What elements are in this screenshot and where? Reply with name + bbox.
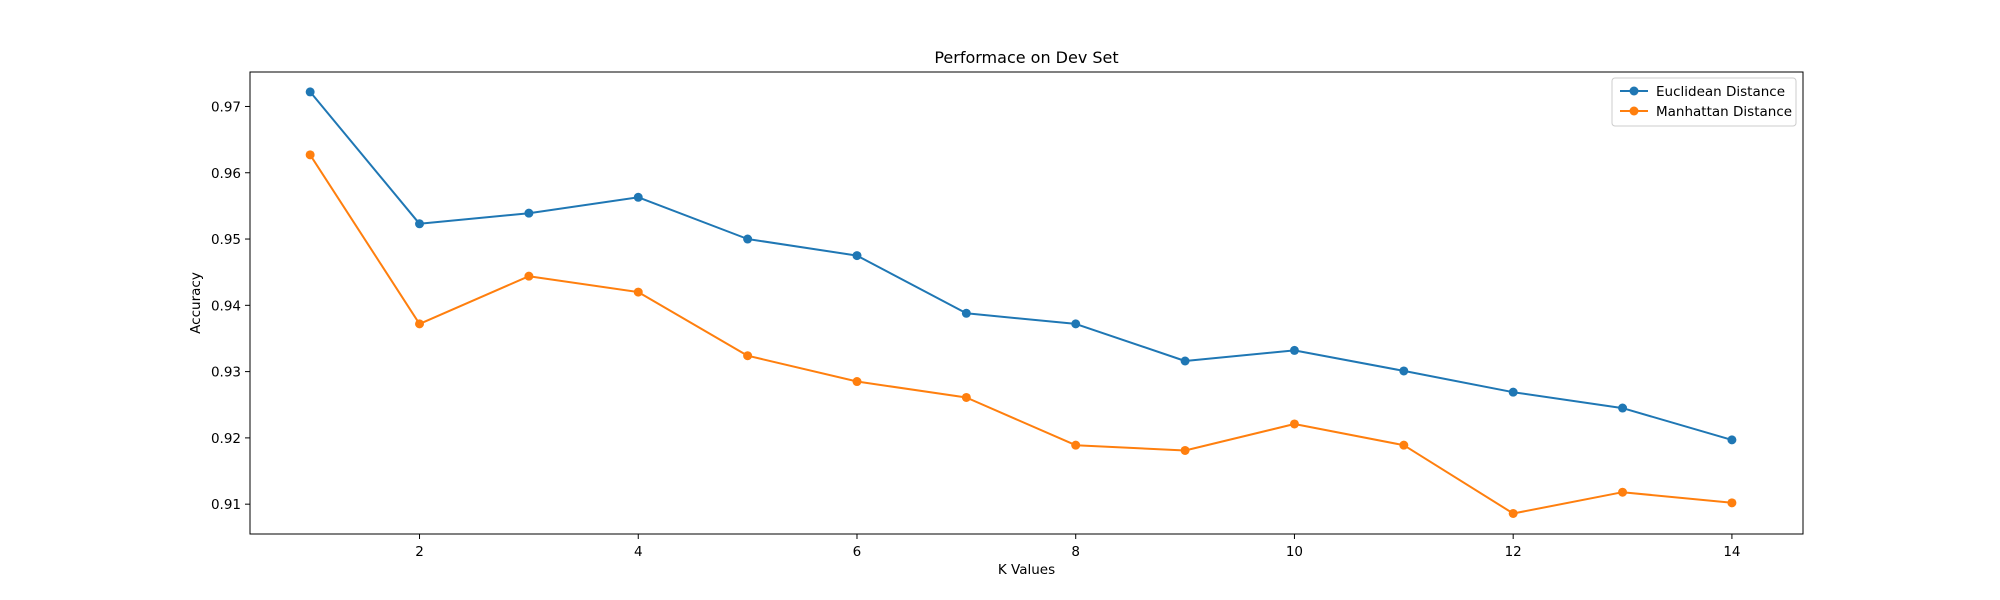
- x-tick-label: 8: [1071, 544, 1080, 560]
- y-tick-label: 0.91: [211, 497, 241, 513]
- data-point-manhattan-distance: [524, 271, 534, 281]
- legend-label: Euclidean Distance: [1656, 84, 1785, 100]
- data-point-manhattan-distance: [1180, 445, 1190, 455]
- data-point-euclidean-distance: [415, 219, 425, 229]
- data-point-euclidean-distance: [961, 308, 971, 318]
- data-point-manhattan-distance: [1508, 508, 1518, 518]
- data-point-euclidean-distance: [1508, 387, 1518, 397]
- data-point-euclidean-distance: [633, 192, 643, 202]
- data-point-manhattan-distance: [1289, 419, 1299, 429]
- chart-title: Performace on Dev Set: [934, 48, 1118, 67]
- legend-item-euclidean-distance: Euclidean Distance: [1620, 84, 1785, 100]
- y-tick-label: 0.97: [211, 99, 241, 115]
- data-point-euclidean-distance: [1071, 319, 1081, 329]
- legend: Euclidean Distance Manhattan Distance: [1611, 77, 1797, 127]
- data-point-manhattan-distance: [305, 150, 315, 160]
- data-point-manhattan-distance: [852, 377, 862, 387]
- data-point-manhattan-distance: [743, 351, 753, 361]
- data-point-euclidean-distance: [1180, 356, 1190, 366]
- data-point-manhattan-distance: [633, 287, 643, 297]
- data-point-euclidean-distance: [852, 251, 862, 261]
- y-tick-label: 0.96: [211, 166, 241, 182]
- legend-label: Manhattan Distance: [1656, 104, 1792, 120]
- y-tick-label: 0.94: [211, 298, 241, 314]
- series-euclidean-distance: [305, 87, 1737, 445]
- x-tick-label: 12: [1505, 544, 1522, 560]
- data-point-euclidean-distance: [1618, 403, 1628, 413]
- x-tick-label: 4: [634, 544, 643, 560]
- y-tick-label: 0.92: [211, 431, 241, 447]
- series-line-euclidean-distance: [309, 91, 1733, 441]
- x-tick-label: 6: [853, 544, 862, 560]
- y-tick-label: 0.93: [211, 365, 241, 381]
- legend-swatch-marker: [1629, 106, 1639, 116]
- x-tick-label: 2: [415, 544, 424, 560]
- data-point-euclidean-distance: [524, 208, 534, 218]
- x-tick-label: 14: [1723, 544, 1740, 560]
- data-point-euclidean-distance: [743, 234, 753, 244]
- data-point-manhattan-distance: [415, 319, 425, 329]
- legend-box: [1611, 77, 1797, 127]
- data-point-euclidean-distance: [1289, 345, 1299, 355]
- legend-swatch-marker: [1629, 86, 1639, 96]
- data-point-euclidean-distance: [1399, 366, 1409, 376]
- data-point-manhattan-distance: [1399, 440, 1409, 450]
- series-line-manhattan-distance: [309, 154, 1732, 515]
- x-axis-label: K Values: [998, 562, 1055, 578]
- y-axis-ticks: 0.91 0.92 0.93 0.94 0.95 0.96 0.97: [211, 99, 250, 513]
- x-tick-label: 10: [1286, 544, 1303, 560]
- data-point-manhattan-distance: [961, 392, 971, 402]
- data-point-manhattan-distance: [1071, 440, 1081, 450]
- data-point-euclidean-distance: [1727, 435, 1737, 445]
- plot-area: [305, 87, 1737, 518]
- data-point-manhattan-distance: [1618, 487, 1628, 497]
- y-axis-label: Accuracy: [188, 272, 204, 334]
- plot-frame: [249, 71, 1804, 535]
- x-axis-ticks: 2 4 6 8 10 12 14: [415, 534, 1741, 560]
- y-tick-label: 0.95: [211, 232, 241, 248]
- series-manhattan-distance: [305, 150, 1737, 518]
- data-point-euclidean-distance: [305, 87, 315, 97]
- data-point-manhattan-distance: [1727, 498, 1737, 508]
- legend-item-manhattan-distance: Manhattan Distance: [1620, 104, 1792, 120]
